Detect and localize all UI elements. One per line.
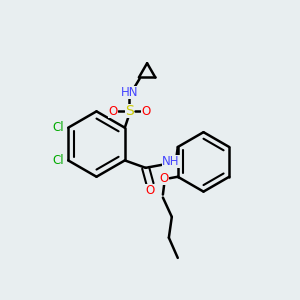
Text: O: O xyxy=(160,172,169,185)
Text: O: O xyxy=(146,184,155,196)
Text: Cl: Cl xyxy=(52,154,64,167)
Text: O: O xyxy=(141,105,150,118)
Text: HN: HN xyxy=(121,85,138,98)
Text: S: S xyxy=(125,104,134,118)
Text: O: O xyxy=(108,105,118,118)
Text: NH: NH xyxy=(162,155,180,168)
Text: Cl: Cl xyxy=(52,121,64,134)
